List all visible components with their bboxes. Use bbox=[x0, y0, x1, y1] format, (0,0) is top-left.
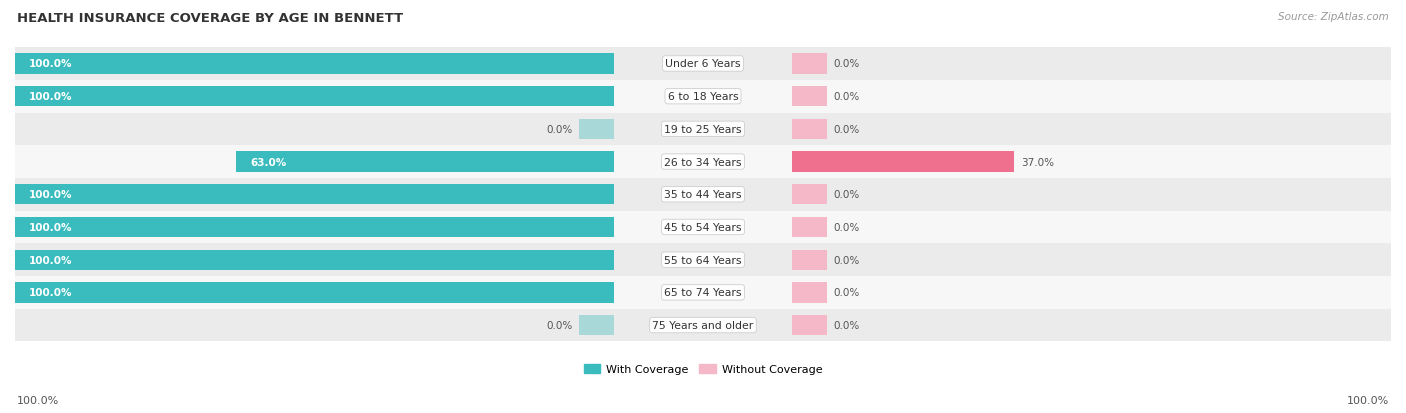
Text: 100.0%: 100.0% bbox=[28, 190, 72, 200]
Text: 0.0%: 0.0% bbox=[834, 92, 860, 102]
Bar bbox=[236, 152, 613, 172]
Text: 0.0%: 0.0% bbox=[834, 190, 860, 200]
Bar bbox=[793, 282, 827, 303]
Bar bbox=[579, 119, 613, 140]
Text: 45 to 54 Years: 45 to 54 Years bbox=[664, 223, 742, 233]
Text: 0.0%: 0.0% bbox=[546, 125, 572, 135]
Bar bbox=[15, 178, 1391, 211]
Bar bbox=[15, 276, 1391, 309]
Bar bbox=[15, 244, 1391, 276]
Bar bbox=[15, 81, 1391, 113]
Text: 65 to 74 Years: 65 to 74 Years bbox=[664, 288, 742, 298]
Legend: With Coverage, Without Coverage: With Coverage, Without Coverage bbox=[583, 364, 823, 374]
Bar bbox=[15, 217, 613, 237]
Bar bbox=[15, 54, 613, 74]
Bar bbox=[793, 152, 1014, 172]
Bar bbox=[15, 146, 1391, 178]
Text: 100.0%: 100.0% bbox=[28, 255, 72, 265]
Bar bbox=[15, 185, 613, 205]
Text: HEALTH INSURANCE COVERAGE BY AGE IN BENNETT: HEALTH INSURANCE COVERAGE BY AGE IN BENN… bbox=[17, 12, 404, 25]
Bar bbox=[15, 87, 613, 107]
Text: 0.0%: 0.0% bbox=[834, 59, 860, 69]
Bar bbox=[793, 250, 827, 270]
Text: 63.0%: 63.0% bbox=[250, 157, 287, 167]
Text: 6 to 18 Years: 6 to 18 Years bbox=[668, 92, 738, 102]
Bar bbox=[15, 309, 1391, 342]
Bar bbox=[793, 119, 827, 140]
Text: 100.0%: 100.0% bbox=[1347, 395, 1389, 405]
Bar bbox=[15, 250, 613, 270]
Bar bbox=[793, 185, 827, 205]
Bar bbox=[793, 217, 827, 237]
Text: 26 to 34 Years: 26 to 34 Years bbox=[664, 157, 742, 167]
Text: 37.0%: 37.0% bbox=[1021, 157, 1053, 167]
Text: 100.0%: 100.0% bbox=[28, 59, 72, 69]
Bar bbox=[793, 315, 827, 335]
Text: 0.0%: 0.0% bbox=[834, 255, 860, 265]
Text: 0.0%: 0.0% bbox=[834, 125, 860, 135]
Bar bbox=[15, 48, 1391, 81]
Bar bbox=[15, 282, 613, 303]
Text: 35 to 44 Years: 35 to 44 Years bbox=[664, 190, 742, 200]
Bar bbox=[793, 54, 827, 74]
Text: 19 to 25 Years: 19 to 25 Years bbox=[664, 125, 742, 135]
Text: 0.0%: 0.0% bbox=[834, 320, 860, 330]
Bar bbox=[579, 315, 613, 335]
Text: 100.0%: 100.0% bbox=[28, 288, 72, 298]
Text: Under 6 Years: Under 6 Years bbox=[665, 59, 741, 69]
Text: 100.0%: 100.0% bbox=[17, 395, 59, 405]
Text: 100.0%: 100.0% bbox=[28, 223, 72, 233]
Text: 55 to 64 Years: 55 to 64 Years bbox=[664, 255, 742, 265]
Bar bbox=[793, 87, 827, 107]
Text: 0.0%: 0.0% bbox=[546, 320, 572, 330]
Text: 0.0%: 0.0% bbox=[834, 223, 860, 233]
Bar bbox=[15, 211, 1391, 244]
Text: 100.0%: 100.0% bbox=[28, 92, 72, 102]
Text: Source: ZipAtlas.com: Source: ZipAtlas.com bbox=[1278, 12, 1389, 22]
Text: 0.0%: 0.0% bbox=[834, 288, 860, 298]
Bar bbox=[15, 113, 1391, 146]
Text: 75 Years and older: 75 Years and older bbox=[652, 320, 754, 330]
